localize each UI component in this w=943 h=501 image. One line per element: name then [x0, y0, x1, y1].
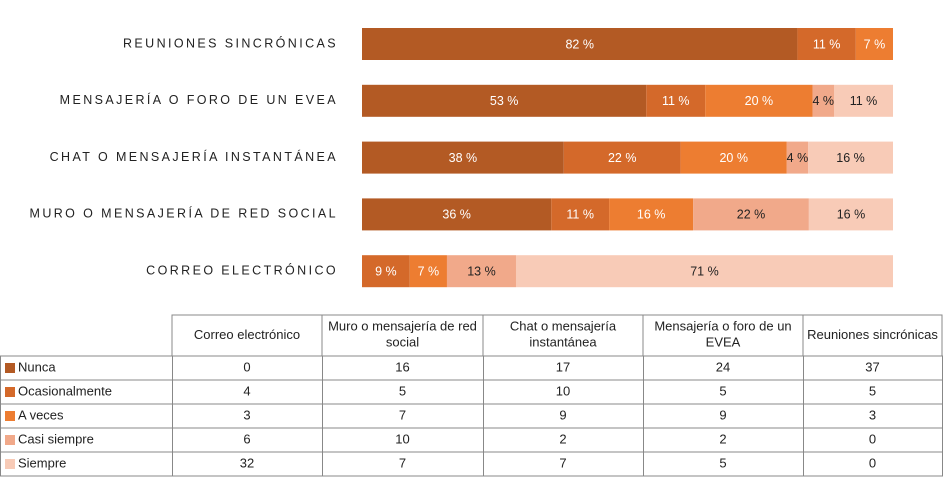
- bar-segment: [808, 198, 893, 231]
- data-label: 11 %: [566, 208, 594, 222]
- table-header: Chat o mensajería instantánea: [510, 319, 617, 350]
- bar-segment: [646, 84, 706, 117]
- legend-label: Casi siempre: [18, 431, 94, 446]
- legend-key: [5, 411, 15, 421]
- bar-segment: [362, 141, 564, 174]
- bar-segment: [362, 84, 647, 117]
- data-label: 13 %: [467, 264, 496, 278]
- data-label: 11 %: [662, 94, 690, 108]
- legend-label: Ocasionalmente: [18, 383, 112, 398]
- bar-segment: [812, 84, 834, 117]
- bar-segment: [362, 198, 552, 231]
- bar-segment: [808, 141, 893, 174]
- data-label: 11 %: [813, 37, 841, 51]
- bar-segment: [797, 28, 856, 60]
- legend-label: Siempre: [18, 455, 66, 470]
- table-value: 10: [556, 383, 570, 398]
- data-label: 71 %: [690, 264, 719, 278]
- table-value: 2: [559, 431, 566, 446]
- table-value: 9: [559, 407, 566, 422]
- bar-segment: [786, 141, 809, 174]
- data-label: 36 %: [442, 208, 471, 222]
- data-label: 38 %: [449, 151, 478, 165]
- bar-segment: [693, 198, 809, 231]
- data-label: 20 %: [745, 94, 774, 108]
- category-label: Reuniones sincrónicas: [123, 35, 338, 50]
- bar-segment: [680, 141, 787, 174]
- category-label: Muro o mensajería de red social: [30, 206, 338, 221]
- table-header: Reuniones sincrónicas: [807, 327, 938, 342]
- category-label: Chat o mensajería instantánea: [50, 149, 338, 164]
- table-value: 7: [559, 455, 566, 470]
- table-value: 37: [865, 359, 879, 374]
- data-label: 16 %: [837, 208, 866, 222]
- table-value: 0: [869, 431, 876, 446]
- table-value: 3: [869, 407, 876, 422]
- table-value: 32: [240, 455, 254, 470]
- data-label: 82 %: [565, 37, 594, 51]
- table-value: 4: [243, 383, 250, 398]
- table-value: 0: [869, 455, 876, 470]
- data-label: 11 %: [850, 94, 878, 108]
- table-value: 2: [719, 431, 726, 446]
- table-value: 3: [243, 407, 250, 422]
- table-value: 9: [719, 407, 726, 422]
- legend-key: [5, 387, 15, 397]
- data-label: 53 %: [490, 94, 519, 108]
- table-header: Correo electrónico: [194, 327, 300, 342]
- table-value: 5: [399, 383, 406, 398]
- legend-key: [5, 459, 15, 469]
- legend-label: A veces: [18, 407, 64, 422]
- data-label: 7 %: [864, 37, 886, 51]
- category-label: Mensajería o foro de un EVEA: [60, 92, 338, 107]
- data-label: 7 %: [418, 264, 440, 278]
- table-value: 7: [399, 455, 406, 470]
- data-label: 16 %: [637, 208, 666, 222]
- table-value: 5: [719, 383, 726, 398]
- legend-label: Nunca: [18, 359, 56, 374]
- bar-segment: [446, 255, 516, 288]
- legend-key: [5, 363, 15, 373]
- data-label: 20 %: [719, 151, 748, 165]
- bar-segment: [834, 84, 893, 117]
- data-label: 4 %: [787, 151, 809, 165]
- bar-segment: [409, 255, 447, 288]
- table-value: 16: [395, 359, 409, 374]
- bar-segment: [609, 198, 694, 231]
- table-value: 10: [395, 431, 409, 446]
- bar-segment: [551, 198, 610, 231]
- table-value: 7: [399, 407, 406, 422]
- bar-segment: [855, 28, 893, 60]
- data-label: 9 %: [375, 264, 397, 278]
- table-value: 6: [243, 431, 250, 446]
- bar-segment: [362, 255, 410, 288]
- data-label: 16 %: [836, 151, 865, 165]
- data-label: 22 %: [737, 208, 766, 222]
- table-value: 24: [716, 359, 730, 374]
- legend-key: [5, 435, 15, 445]
- table-value: 0: [243, 359, 250, 374]
- table-value: 5: [869, 383, 876, 398]
- table-value: 17: [556, 359, 570, 374]
- data-label: 4 %: [812, 94, 834, 108]
- bar-segment: [563, 141, 681, 174]
- data-label: 22 %: [608, 151, 637, 165]
- category-label: Correo electrónico: [146, 262, 338, 277]
- table-header: Muro o mensajería de red social: [328, 319, 477, 350]
- table-header: Mensajería o foro de un EVEA: [654, 319, 791, 350]
- bar-segment: [705, 84, 813, 117]
- bar-segment: [515, 255, 893, 288]
- table-value: 5: [719, 455, 726, 470]
- bar-segment: [362, 28, 798, 60]
